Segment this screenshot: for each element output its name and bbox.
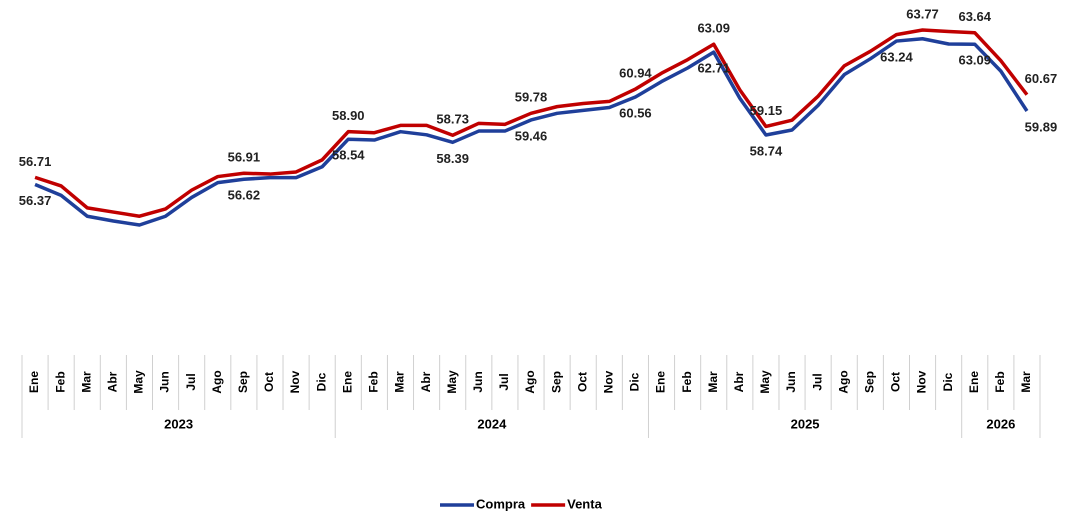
- data-label: 58.39: [436, 151, 469, 166]
- x-tick-label: Ago: [523, 370, 537, 393]
- x-tick-label: Feb: [680, 371, 694, 392]
- data-label: 59.78: [515, 90, 548, 105]
- x-tick-label: Jul: [184, 373, 198, 390]
- x-tick-label: Nov: [915, 370, 929, 393]
- x-group-label: 2026: [986, 416, 1015, 431]
- x-tick-label: Jul: [497, 373, 511, 390]
- x-tick-label: Feb: [53, 371, 67, 392]
- legend-label: Venta: [567, 496, 602, 511]
- x-tick-label: Feb: [367, 371, 381, 392]
- x-tick-label: Oct: [889, 372, 903, 392]
- data-label: 56.62: [228, 188, 261, 203]
- x-tick-label: Oct: [575, 372, 589, 392]
- data-label: 58.73: [436, 112, 469, 127]
- x-tick-label: Abr: [106, 371, 120, 392]
- data-label: 59.46: [515, 128, 548, 143]
- x-tick-label: Dic: [941, 372, 955, 391]
- data-label: 62.71: [697, 61, 730, 76]
- data-label: 63.09: [958, 53, 991, 68]
- x-tick-label: Ene: [967, 371, 981, 393]
- x-tick-label: Dic: [628, 372, 642, 391]
- x-tick-label: Sep: [236, 371, 250, 393]
- x-tick-label: Feb: [993, 371, 1007, 392]
- data-label: 58.54: [332, 148, 365, 163]
- x-tick-label: Ene: [654, 371, 668, 393]
- x-group-label: 2024: [477, 416, 507, 431]
- data-label: 60.67: [1025, 71, 1058, 86]
- x-tick-label: Ene: [27, 371, 41, 393]
- x-tick-label: Sep: [549, 371, 563, 393]
- data-label: 56.71: [19, 154, 52, 169]
- legend-label: Compra: [476, 496, 526, 511]
- x-tick-label: Dic: [314, 372, 328, 391]
- x-tick-label: Jul: [810, 373, 824, 390]
- x-tick-label: Oct: [262, 372, 276, 392]
- x-tick-label: Mar: [79, 371, 93, 393]
- line-compra: [34, 37, 1029, 227]
- data-label: 63.09: [697, 21, 730, 36]
- data-label: 63.64: [958, 9, 991, 24]
- x-tick-label: Jun: [784, 371, 798, 392]
- data-label: 60.94: [619, 66, 652, 81]
- data-label: 58.74: [750, 143, 783, 158]
- x-group-label: 2025: [791, 416, 820, 431]
- data-label: 63.24: [880, 50, 913, 65]
- line-venta: [34, 28, 1029, 218]
- x-tick-label: Ene: [340, 371, 354, 393]
- data-label: 56.37: [19, 193, 52, 208]
- x-tick-label: Mar: [393, 371, 407, 393]
- x-tick-label: Mar: [706, 371, 720, 393]
- x-tick-label: Nov: [288, 370, 302, 393]
- x-tick-label: Mar: [1019, 371, 1033, 393]
- data-label: 63.77: [906, 6, 939, 21]
- x-tick-label: Ago: [210, 370, 224, 393]
- data-label: 58.90: [332, 108, 365, 123]
- x-tick-label: Ago: [836, 370, 850, 393]
- data-label: 59.15: [750, 103, 783, 118]
- data-label: 59.89: [1025, 119, 1058, 134]
- data-label: 56.91: [228, 150, 261, 165]
- x-tick-label: Jun: [471, 371, 485, 392]
- x-tick-label: May: [445, 370, 459, 394]
- x-tick-label: May: [758, 370, 772, 394]
- x-tick-label: Abr: [732, 371, 746, 392]
- x-tick-label: Nov: [601, 370, 615, 393]
- data-label: 60.56: [619, 105, 652, 120]
- x-tick-label: May: [132, 370, 146, 394]
- x-tick-label: Abr: [419, 371, 433, 392]
- x-tick-label: Sep: [863, 371, 877, 393]
- x-tick-label: Jun: [158, 371, 172, 392]
- x-group-label: 2023: [164, 416, 193, 431]
